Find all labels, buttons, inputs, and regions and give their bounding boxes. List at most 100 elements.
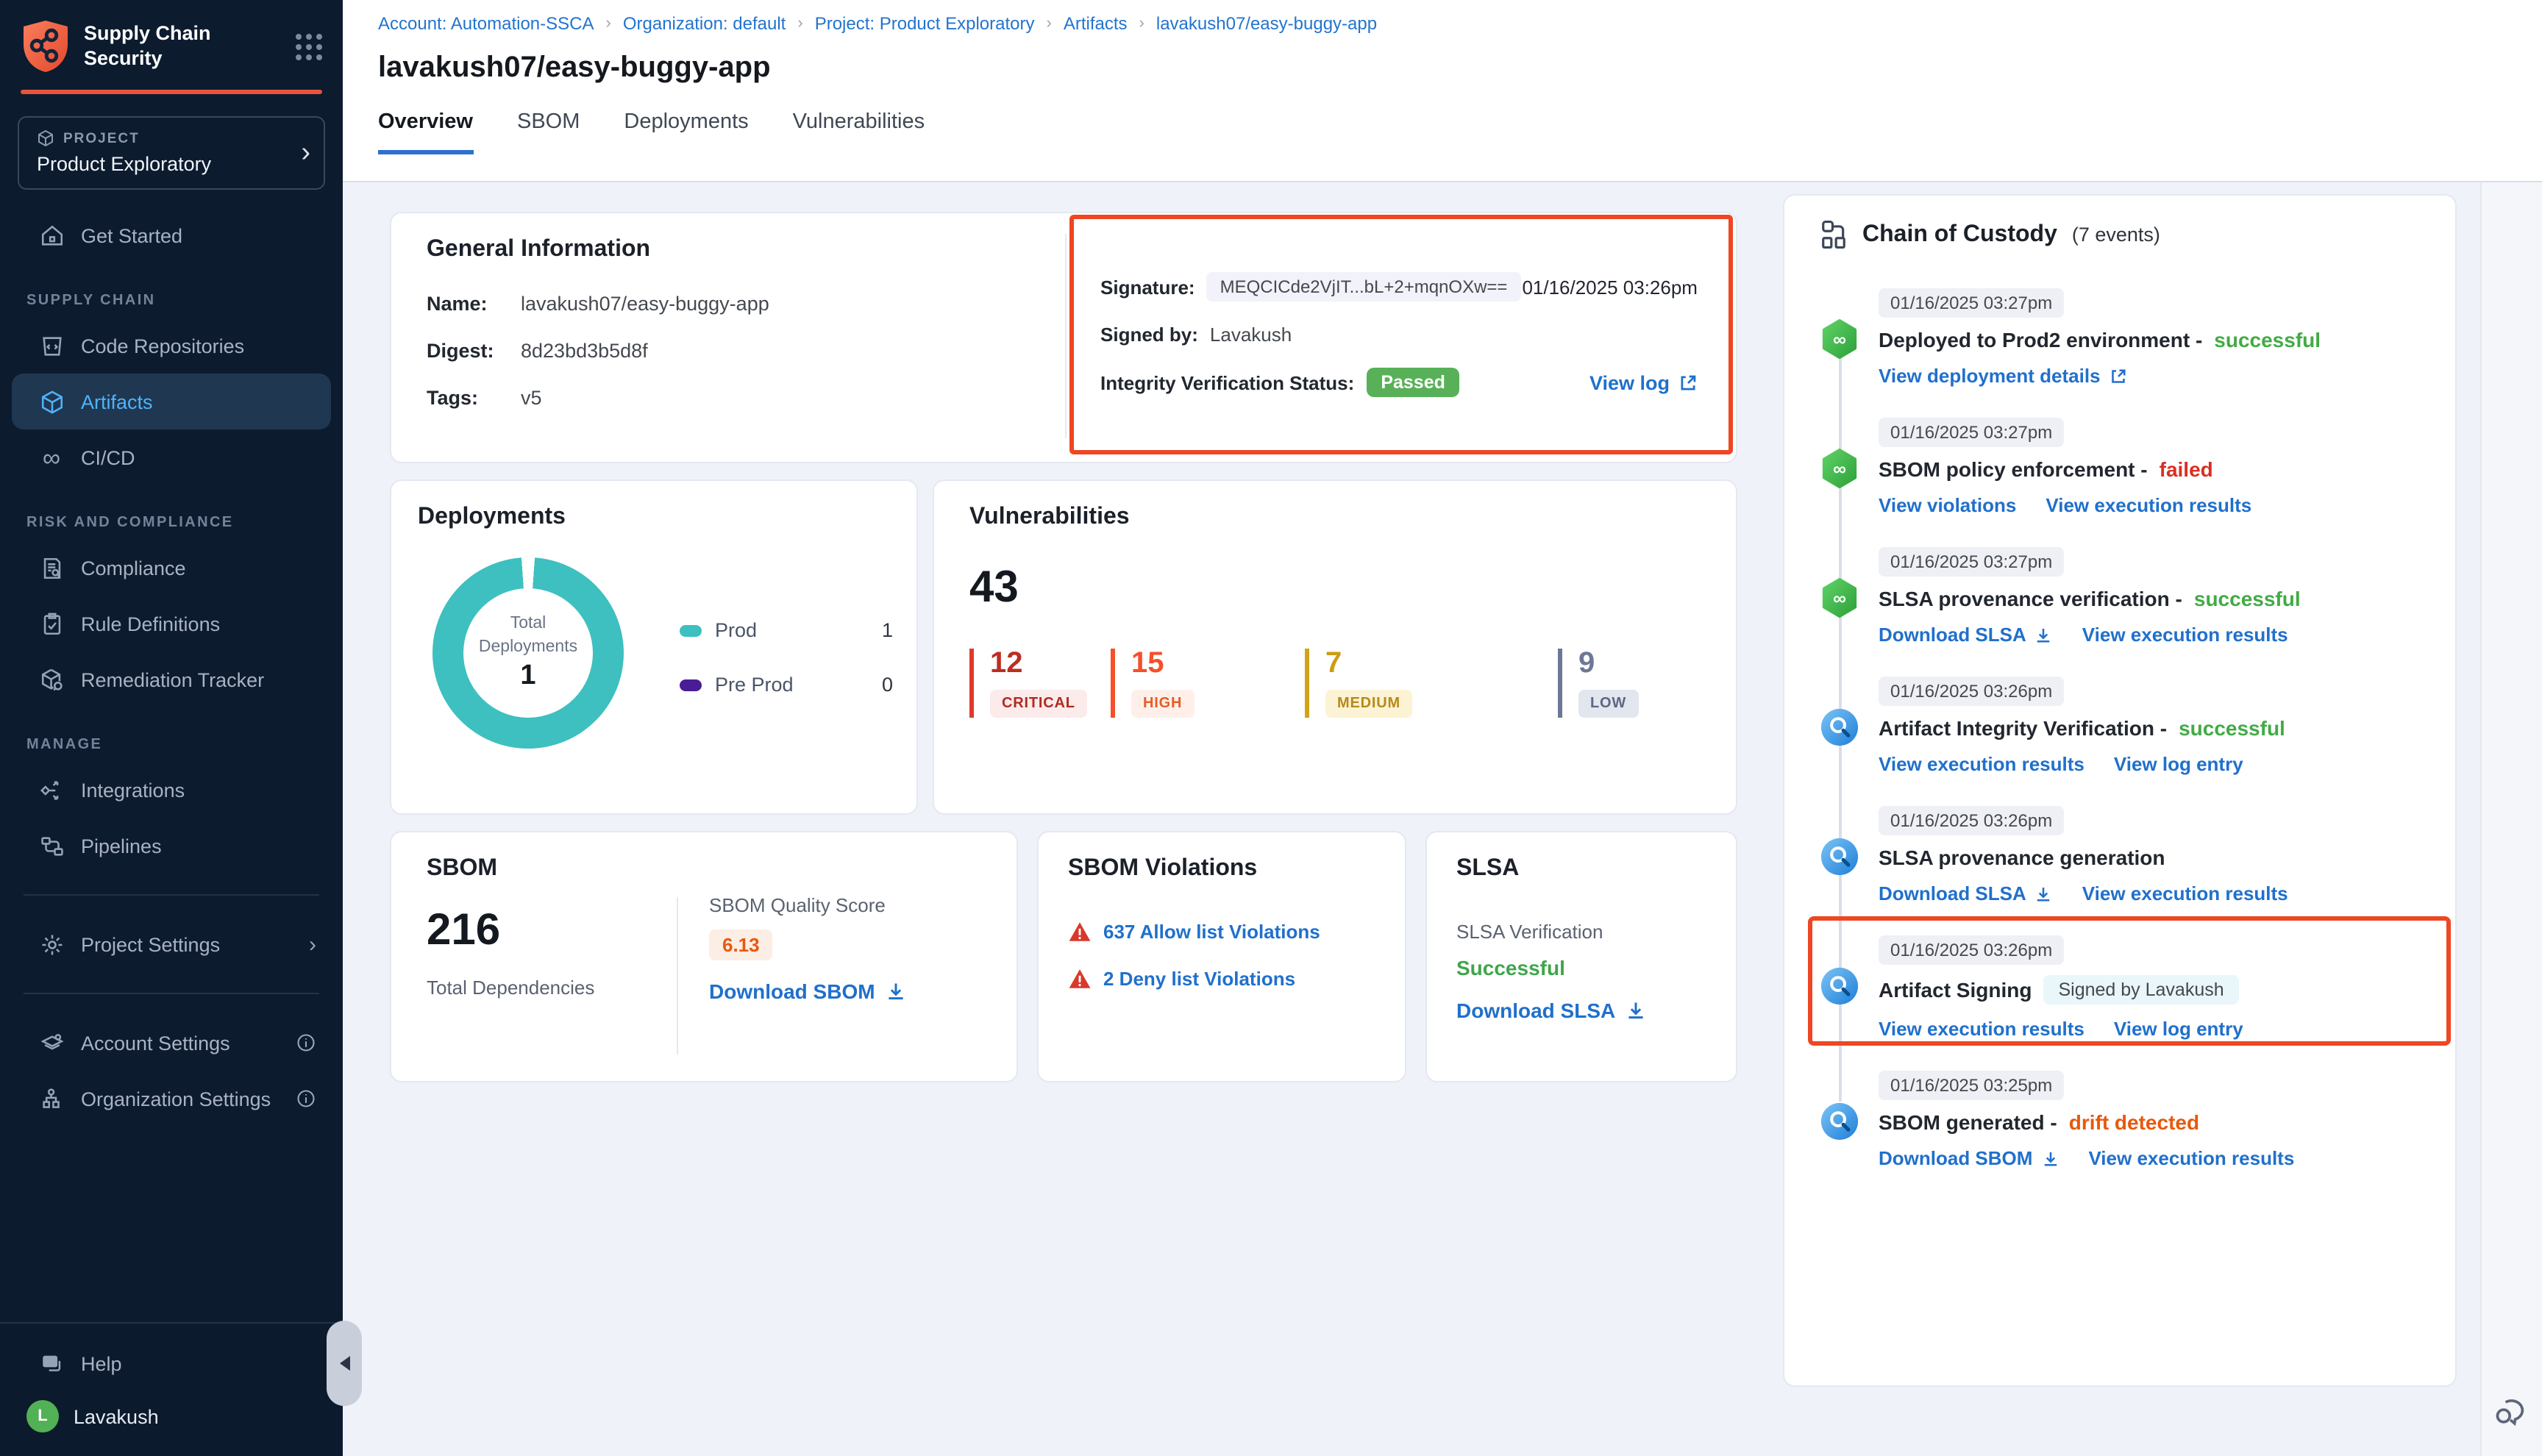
deployments-legend: Prod 1 Pre Prod 0: [680, 619, 893, 728]
breadcrumb-organization[interactable]: Organization: default: [623, 13, 786, 34]
sidebar-item-integrations[interactable]: Integrations: [12, 762, 331, 818]
legend-label: Pre Prod: [715, 674, 794, 696]
high-count: 15: [1131, 649, 1305, 678]
severity-row: 12 CRITICAL 15 HIGH 7 MEDIUM: [969, 649, 1701, 718]
sidebar-item-account-settings[interactable]: Account Settings: [12, 1015, 331, 1071]
sidebar-item-label: Help: [81, 1352, 122, 1374]
integrity-row: Integrity Verification Status: Passed Vi…: [1100, 368, 1698, 397]
chat-help-icon: ?: [38, 1350, 65, 1377]
chevron-right-icon: ›: [1139, 15, 1144, 32]
sidebar-item-remediation-tracker[interactable]: Remediation Tracker: [12, 652, 331, 707]
sidebar-item-cicd[interactable]: ∞ CI/CD: [12, 429, 331, 485]
timeline-event: 01/16/2025 03:26pm SLSA provenance gener…: [1820, 806, 2420, 904]
general-information-card: General Information Name: lavakush07/eas…: [390, 212, 1737, 463]
signature-label: Signature:: [1100, 276, 1195, 298]
sidebar-item-label: Get Started: [81, 224, 182, 246]
integrity-label: Integrity Verification Status:: [1100, 371, 1354, 393]
page-title: lavakush07/easy-buggy-app: [378, 51, 2542, 85]
sidebar-item-rule-definitions[interactable]: Rule Definitions: [12, 596, 331, 652]
tab-vulnerabilities[interactable]: Vulnerabilities: [793, 110, 925, 154]
view-execution-results-link[interactable]: View execution results: [1879, 753, 2084, 775]
user-menu[interactable]: L Lavakush: [0, 1388, 343, 1456]
slsa-verification-status: Successful: [1456, 956, 1706, 979]
view-execution-results-link[interactable]: View execution results: [1879, 1018, 2084, 1040]
deployments-donut-chart: Total Deployments 1: [432, 557, 624, 749]
timeline-event: 01/16/2025 03:26pm Artifact Integrity Ve…: [1820, 677, 2420, 775]
tab-deployments[interactable]: Deployments: [624, 110, 748, 154]
sidebar-item-project-settings[interactable]: Project Settings ›: [12, 916, 331, 972]
breadcrumb-project[interactable]: Project: Product Exploratory: [815, 13, 1035, 34]
view-deployment-details-link[interactable]: View deployment details: [1879, 365, 2127, 387]
chevron-right-icon: ›: [301, 139, 310, 167]
divider: [1065, 234, 1067, 438]
tags-label: Tags:: [427, 387, 521, 409]
view-execution-results-link[interactable]: View execution results: [2082, 624, 2288, 646]
sidebar-collapse-handle[interactable]: [327, 1321, 362, 1406]
view-execution-results-link[interactable]: View execution results: [2046, 494, 2251, 516]
sidebar-item-organization-settings[interactable]: Organization Settings: [12, 1071, 331, 1127]
code-repo-icon: [38, 332, 65, 359]
view-execution-results-link[interactable]: View execution results: [2082, 882, 2288, 904]
sidebar-item-get-started[interactable]: Get Started: [12, 207, 331, 263]
event-status: successful: [2179, 716, 2285, 740]
cube-icon: [38, 388, 65, 415]
sidebar-item-help[interactable]: ? Help: [12, 1338, 331, 1388]
slsa-verification-label: SLSA Verification: [1456, 921, 1706, 943]
tab-bar: Overview SBOM Deployments Vulnerabilitie…: [378, 110, 2542, 154]
breadcrumb-artifact-name[interactable]: lavakush07/easy-buggy-app: [1156, 13, 1377, 34]
main-area: Account: Automation-SSCA › Organization:…: [343, 0, 2542, 1456]
deployments-card: Deployments Total Deployments 1: [390, 479, 918, 815]
sidebar-item-label: Pipelines: [81, 835, 162, 857]
view-log-entry-link[interactable]: View log entry: [2114, 753, 2243, 775]
card-title: SBOM: [427, 856, 981, 882]
view-violations-link[interactable]: View violations: [1879, 494, 2016, 516]
app-window: Supply Chain Security PROJECT Product Ex…: [0, 0, 2542, 1456]
tags-value: v5: [521, 387, 542, 409]
download-sbom-link[interactable]: Download SBOM: [709, 979, 906, 1003]
download-sbom-link[interactable]: Download SBOM: [1879, 1147, 2059, 1169]
event-timestamp: 01/16/2025 03:26pm: [1879, 806, 2064, 835]
view-execution-results-link[interactable]: View execution results: [2088, 1147, 2294, 1169]
breadcrumb-artifacts[interactable]: Artifacts: [1064, 13, 1128, 34]
signature-value[interactable]: MEQCICde2VjIT...bL+2+mqnOXw==: [1207, 272, 1521, 301]
chain-of-custody-card: Chain of Custody (7 events) ∞ 01/16/2025…: [1783, 194, 2457, 1387]
allow-list-violations-link[interactable]: 637 Allow list Violations: [1068, 921, 1375, 943]
signature-timestamp: 01/16/2025 03:26pm: [1522, 276, 1698, 298]
event-timeline: ∞ 01/16/2025 03:27pm Deployed to Prod2 e…: [1820, 288, 2420, 1169]
critical-count: 12: [990, 649, 1111, 678]
breadcrumb-account[interactable]: Account: Automation-SSCA: [378, 13, 594, 34]
digest-label: Digest:: [427, 340, 521, 362]
sidebar-item-compliance[interactable]: Compliance: [12, 540, 331, 596]
view-log-link[interactable]: View log: [1589, 371, 1698, 393]
sidebar-item-label: Rule Definitions: [81, 613, 220, 635]
event-title: SBOM generated -: [1879, 1110, 2057, 1134]
download-slsa-link[interactable]: Download SLSA: [1456, 999, 1706, 1022]
accent-divider: [21, 90, 322, 94]
event-title: SLSA provenance verification -: [1879, 587, 2182, 610]
timeline-event-artifact-signing: 01/16/2025 03:26pm Artifact Signing Sign…: [1820, 935, 2420, 1040]
pipeline-green-icon: ∞: [1820, 578, 1859, 618]
sidebar-item-pipelines[interactable]: Pipelines: [12, 818, 331, 874]
download-icon: [2035, 626, 2053, 643]
tab-sbom[interactable]: SBOM: [517, 110, 580, 154]
view-log-entry-link[interactable]: View log entry: [2114, 1018, 2243, 1040]
download-slsa-link[interactable]: Download SLSA: [1879, 882, 2053, 904]
legend-value: 1: [882, 619, 893, 641]
download-slsa-link[interactable]: Download SLSA: [1879, 624, 2053, 646]
clipboard-check-icon: [38, 610, 65, 637]
sidebar-item-artifacts[interactable]: Artifacts: [12, 374, 331, 429]
project-label: PROJECT: [63, 130, 140, 146]
legend-value: 0: [882, 674, 893, 696]
deny-list-violations-link[interactable]: 2 Deny list Violations: [1068, 968, 1375, 990]
module-switcher-icon[interactable]: [296, 33, 322, 60]
sidebar-item-label: Artifacts: [81, 390, 153, 413]
legend-label: Prod: [715, 619, 757, 641]
tab-overview[interactable]: Overview: [378, 110, 473, 154]
project-selector[interactable]: PROJECT Product Exploratory ›: [18, 116, 325, 190]
feedback-chat-icon[interactable]: [2492, 1391, 2530, 1430]
artifact-name-value: lavakush07/easy-buggy-app: [521, 293, 769, 315]
card-title: SBOM Violations: [1068, 856, 1375, 882]
event-timestamp: 01/16/2025 03:26pm: [1879, 935, 2064, 965]
layers-gear-icon: [38, 1029, 65, 1056]
sidebar-item-code-repositories[interactable]: Code Repositories: [12, 318, 331, 374]
